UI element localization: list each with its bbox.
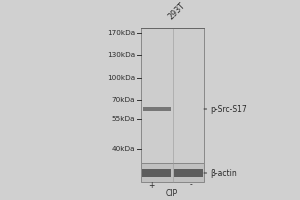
Bar — [142, 107, 171, 111]
Bar — [141, 163, 204, 182]
Text: +: + — [148, 180, 155, 190]
Text: 40kDa: 40kDa — [112, 146, 135, 152]
Bar — [141, 28, 204, 163]
Text: 170kDa: 170kDa — [107, 30, 135, 36]
Text: 55kDa: 55kDa — [112, 116, 135, 122]
Text: 100kDa: 100kDa — [107, 75, 135, 81]
Text: CIP: CIP — [165, 188, 178, 198]
Bar — [174, 169, 203, 177]
Bar — [142, 169, 171, 177]
Text: β-actin: β-actin — [211, 168, 237, 178]
Text: -: - — [190, 180, 193, 190]
Text: p-Src-S17: p-Src-S17 — [211, 104, 248, 114]
Text: 70kDa: 70kDa — [112, 97, 135, 103]
Text: 130kDa: 130kDa — [107, 52, 135, 58]
Text: 293T: 293T — [166, 0, 187, 21]
